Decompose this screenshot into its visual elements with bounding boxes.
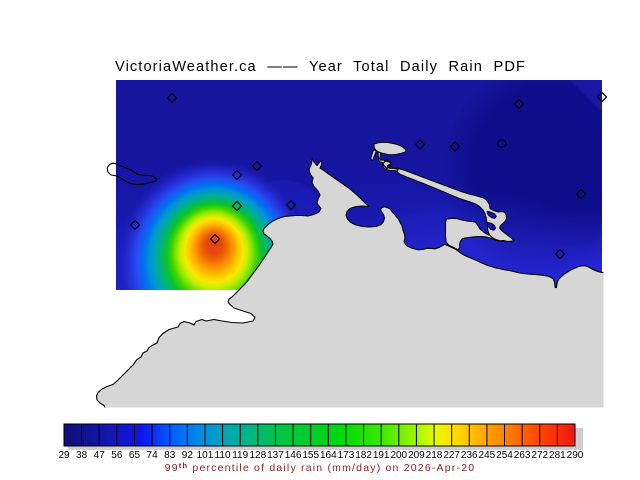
svg-text:290: 290 — [567, 450, 584, 461]
svg-text:173: 173 — [338, 450, 355, 461]
svg-text:83: 83 — [164, 450, 176, 461]
svg-text:VictoriaWeather.ca —— Year Tot: VictoriaWeather.ca —— Year Total Daily R… — [115, 59, 526, 75]
svg-text:281: 281 — [549, 450, 566, 461]
svg-text:209: 209 — [408, 450, 425, 461]
svg-text:128: 128 — [249, 450, 266, 461]
svg-text:272: 272 — [531, 450, 548, 461]
svg-text:263: 263 — [514, 450, 531, 461]
svg-text:146: 146 — [285, 450, 302, 461]
svg-text:218: 218 — [426, 450, 443, 461]
svg-text:110: 110 — [215, 450, 231, 461]
svg-text:137: 137 — [267, 450, 284, 461]
svg-text:191: 191 — [373, 450, 390, 461]
svg-text:254: 254 — [496, 450, 513, 461]
svg-text:101: 101 — [197, 450, 214, 461]
svg-text:245: 245 — [479, 450, 496, 461]
svg-text:155: 155 — [302, 450, 319, 461]
svg-text:65: 65 — [129, 450, 141, 461]
svg-text:200: 200 — [390, 450, 407, 461]
svg-text:92: 92 — [182, 450, 194, 461]
svg-text:29: 29 — [58, 450, 70, 461]
svg-text:74: 74 — [147, 450, 159, 461]
svg-text:182: 182 — [355, 450, 372, 461]
svg-text:227: 227 — [443, 450, 460, 461]
svg-text:236: 236 — [461, 450, 478, 461]
svg-text:38: 38 — [76, 450, 88, 461]
svg-text:56: 56 — [111, 450, 123, 461]
svg-text:47: 47 — [94, 450, 106, 461]
svg-text:99th percentile of daily rain: 99th percentile of daily rain (mm/day) o… — [165, 461, 476, 474]
svg-text:164: 164 — [320, 450, 337, 461]
svg-text:119: 119 — [232, 450, 248, 461]
